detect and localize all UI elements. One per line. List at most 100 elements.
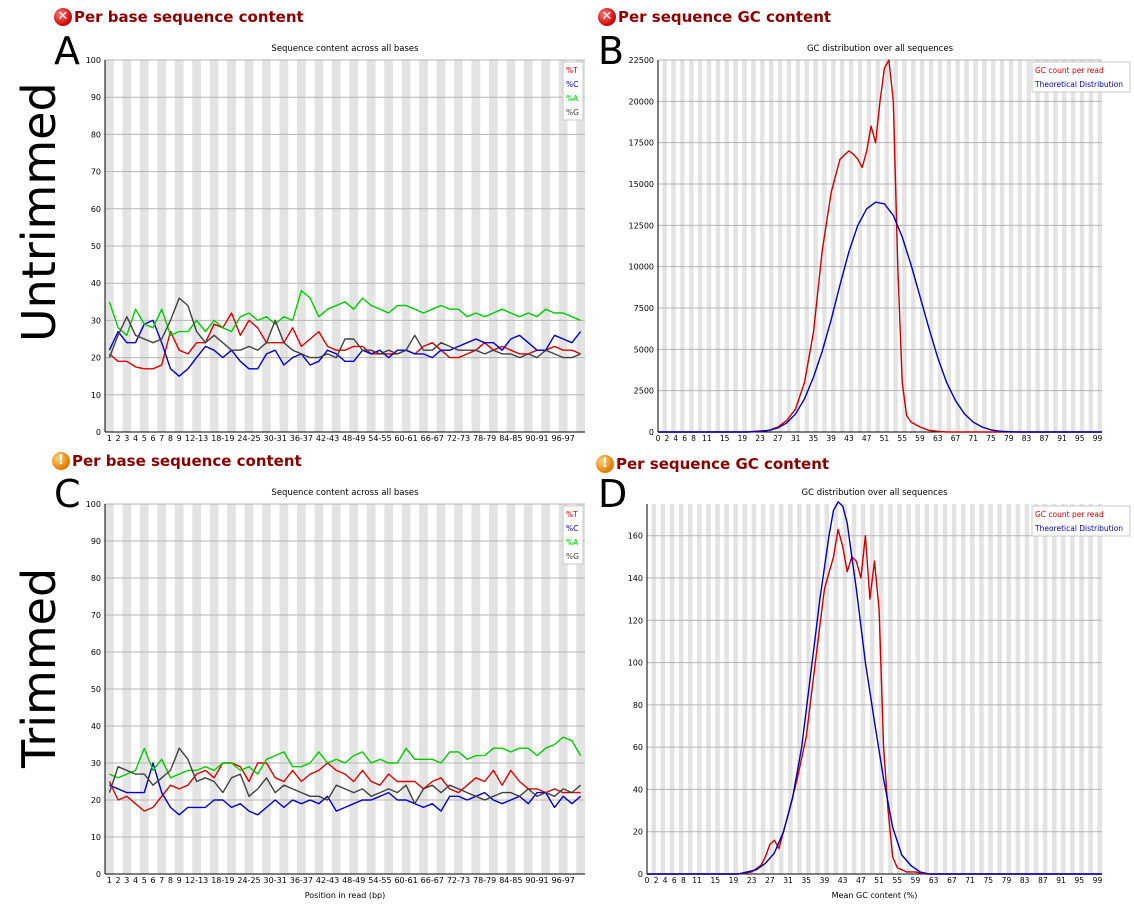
x-tick-label: 42-43 [316,876,339,885]
x-tick-label: 78-79 [473,434,496,443]
x-tick-label: 3 [124,876,129,885]
x-tick-label: 71 [968,434,978,443]
stripe [662,60,667,432]
stripe [689,60,694,432]
gc-content-chart-trimmed: GC distribution over all sequences020406… [628,488,1131,900]
x-tick-label: 95 [1075,434,1085,443]
stripe [1015,504,1021,874]
stripe [842,504,848,874]
x-tick-label: 31 [783,876,793,885]
stripe [964,60,969,432]
gc-content-chart-untrimmed: GC distribution over all sequences 0 2500 5… [629,44,1131,443]
stripe [678,504,684,874]
x-tick-label: 30-31 [264,876,287,885]
panel-c-heading-text: Per base sequence content [72,452,302,470]
stripe [760,60,765,432]
warning-icon: ! [52,452,70,470]
background-stripes [651,504,1102,874]
x-tick-label: 12-13 [185,434,208,443]
x-tick-label: 96-97 [552,876,575,885]
legend-entry: %G [566,108,579,117]
chart-title: Sequence content across all bases [271,44,419,54]
x-tick-label: 84-85 [499,876,522,885]
series-line-g [108,747,582,805]
stripe [951,504,957,874]
panel-b-heading-text: Per sequence GC content [618,8,832,26]
stripe [778,504,784,874]
stripe [1051,504,1057,874]
x-tick-label: 18-19 [211,434,234,443]
stripe [884,60,889,432]
x-tick-label: 35 [801,876,811,885]
stripe [769,60,774,432]
stripe [869,504,875,874]
x-tick-label: 0 [656,434,661,443]
stripe [919,60,925,432]
stripe [1079,504,1084,874]
stripe [1088,504,1093,874]
stripe [742,60,747,432]
stripe [933,504,939,874]
stripe [742,504,748,874]
y-tick-label: 50 [91,685,101,694]
stripe [1024,504,1030,874]
y-tick-label: 40 [91,279,101,288]
y-tick-label: 70 [91,611,101,620]
panel-a-heading-text: Per base sequence content [74,8,304,26]
stripe [1042,504,1048,874]
stripe [1017,60,1023,432]
y-tick-label: 20 [91,354,101,363]
stripe [840,60,845,432]
y-tick-label: 140 [628,574,643,583]
x-tick-label: 55 [897,434,907,443]
series-line-c [108,319,582,377]
panel-letter-c: C [54,472,81,516]
y-tick-label: 0 [96,428,101,437]
x-tick-label: 23 [755,434,765,443]
y-gridlines [658,59,1102,392]
y-tick-label: 30 [91,316,101,325]
x-tick-label: 36-37 [290,876,313,885]
legend-entry: %C [566,80,578,89]
y-tick-label: 20000 [629,97,654,106]
stripe [1033,504,1039,874]
background-stripes [662,60,1102,432]
stripe [769,504,775,874]
x-tick-label: 71 [965,876,975,885]
series-line-a [109,736,582,779]
x-tick-label: 1 [107,876,112,885]
x-tick-label: 43 [838,876,848,885]
stripe [724,504,729,874]
stripe [831,60,836,432]
stripe [687,504,693,874]
y-tick-label: 100 [628,659,643,668]
stripe [680,60,685,432]
x-tick-label: 27 [773,434,783,443]
row-label-untrimmed: Untrimmed [12,82,66,342]
x-tick-label: 54-55 [368,434,391,443]
stripe [897,504,902,874]
stripe [1097,60,1102,432]
x-tick-label: 6 [150,876,155,885]
stripe [733,60,738,432]
legend-box [562,505,584,565]
y-tick-label: 40 [633,785,643,794]
legend-entry: Theoretical Distribution [1034,524,1123,533]
x-tick-label: 87 [1040,434,1050,443]
x-tick-label: 66-67 [421,434,444,443]
stripe [937,60,943,432]
stripe [1062,60,1067,432]
stripe [942,504,948,874]
legend-entry: GC count per read [1035,66,1104,75]
legend-entry: GC count per read [1035,510,1104,519]
stripe [982,60,987,432]
panel-d-heading-text: Per sequence GC content [616,455,830,473]
stripe [1097,504,1102,874]
x-tick-label: 79 [1002,876,1012,885]
x-tick-label: 51 [880,434,890,443]
stripe [979,504,984,874]
stripe [751,504,757,874]
stripe [1053,60,1058,432]
stripe [970,504,975,874]
x-tick-label: 83 [1022,434,1032,443]
